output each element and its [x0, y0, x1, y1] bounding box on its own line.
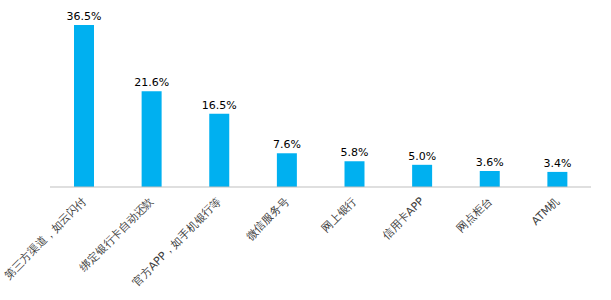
svg-text:ATM机: ATM机 [529, 195, 562, 228]
svg-text:第三方渠道，如云闪付: 第三方渠道，如云闪付 [8, 195, 89, 282]
svg-text:官方APP，如手机银行等: 官方APP，如手机银行等 [130, 195, 224, 289]
svg-text:信用卡APP: 信用卡APP [380, 195, 427, 242]
svg-text:36.5%: 36.5% [67, 10, 102, 23]
svg-text:绑定银行卡自动还款: 绑定银行卡自动还款 [77, 195, 156, 274]
svg-text:3.4%: 3.4% [543, 157, 571, 170]
svg-text:微信服务号: 微信服务号 [244, 195, 292, 243]
svg-text:网点柜台: 网点柜台 [454, 195, 494, 235]
svg-text:5.0%: 5.0% [408, 150, 436, 163]
svg-text:5.8%: 5.8% [341, 146, 369, 159]
svg-text:网上银行: 网上银行 [319, 195, 359, 235]
svg-text:3.6%: 3.6% [476, 156, 504, 169]
svg-text:21.6%: 21.6% [134, 76, 169, 89]
svg-text:16.5%: 16.5% [202, 99, 237, 112]
svg-text:7.6%: 7.6% [273, 138, 301, 151]
